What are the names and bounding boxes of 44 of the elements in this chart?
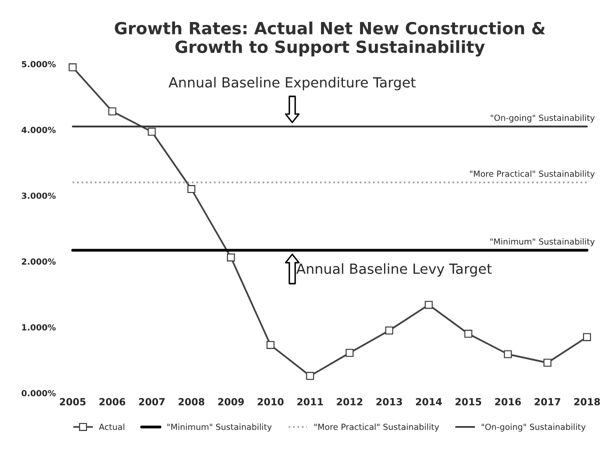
point xyxy=(148,128,156,136)
point xyxy=(226,253,235,262)
x-tick-label: 2016 xyxy=(495,398,521,406)
annotation: Annual Baseline Expenditure Target xyxy=(168,76,416,90)
x-tick-label: 2009 xyxy=(218,398,244,406)
point xyxy=(385,326,394,334)
point xyxy=(543,358,552,367)
x-tick-label: 2014 xyxy=(416,398,442,406)
y-tick-label: 0.000% xyxy=(22,390,56,396)
legend-label: "On-going" Sustainability xyxy=(482,424,586,432)
x-tick-label: 2010 xyxy=(258,398,284,406)
point xyxy=(504,350,512,358)
x-tick-label: 2018 xyxy=(574,398,600,406)
legend-label: Actual xyxy=(98,424,124,430)
x-tick-label: 2015 xyxy=(456,398,482,406)
annotation: "More Practical" Sustainability xyxy=(470,170,595,178)
point xyxy=(424,300,433,309)
x-tick-label: 2005 xyxy=(60,398,86,406)
y-tick-label: 2.000% xyxy=(22,258,56,265)
point xyxy=(108,107,116,116)
annotation: Annual Baseline Levy Target xyxy=(296,263,492,277)
y-tick-label: 4.000% xyxy=(22,126,56,134)
chart-title: Growth Rates: Actual Net New Construction & Growth to Support Sustainability xyxy=(114,22,545,56)
annotation: "On-going" Sustainability xyxy=(490,114,595,123)
point xyxy=(68,63,77,72)
legend-label: "More Practical" Sustainability xyxy=(314,424,440,432)
x-tick-label: 2013 xyxy=(376,398,402,406)
point xyxy=(266,340,274,349)
point xyxy=(583,333,592,342)
x-tick-label: 2011 xyxy=(297,398,323,406)
x-tick-label: 2017 xyxy=(534,398,560,406)
x-tick-label: 2007 xyxy=(139,398,165,406)
point xyxy=(306,372,314,380)
x-tick-label: 2008 xyxy=(178,398,204,406)
point xyxy=(464,330,472,338)
y-tick-label: 1.000% xyxy=(22,324,56,330)
x-tick-label: 2012 xyxy=(336,398,362,406)
point xyxy=(187,185,196,194)
legend-label: "Minimum" Sustainability xyxy=(167,424,272,432)
y-tick-label: 5.000% xyxy=(22,60,56,68)
y-tick-label: 3.000% xyxy=(22,192,56,199)
point xyxy=(346,348,354,357)
x-tick-label: 2006 xyxy=(99,398,126,406)
annotation: "Minimum" Sustainability xyxy=(490,238,595,246)
